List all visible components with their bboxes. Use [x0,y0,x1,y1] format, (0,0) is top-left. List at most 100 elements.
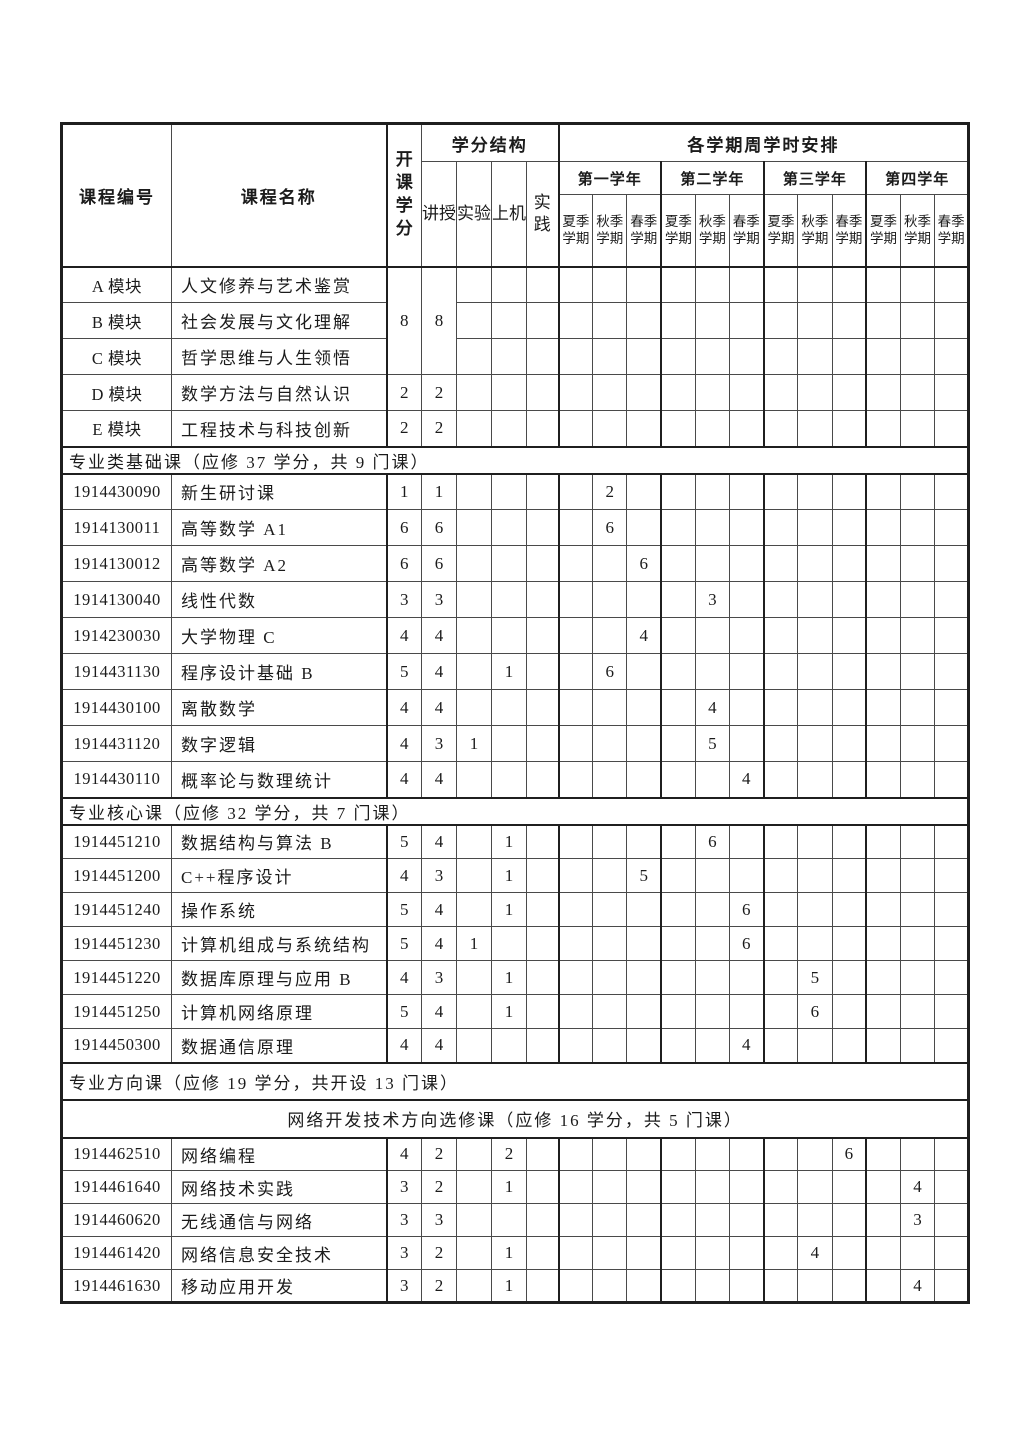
cell-computer-lab [491,302,527,339]
cell-computer-lab [491,473,527,510]
cell-lecture: 4 [421,689,457,726]
table-header: 课程编号 课程名称 开课学分 学分结构 各学期周学时安排 讲授 实验 上机 实践 第一学年 第二学年… [61,123,970,267]
cell-semester-hours [899,410,936,447]
cell-course-code: 1914461420 [61,1236,172,1270]
cell-semester-hours [865,1137,901,1171]
cell-lecture: 6 [421,545,457,582]
cell-course-name: 高等数学 A2 [171,545,387,582]
cell-course-code: 1914430090 [61,473,172,510]
cell-semester-hours [592,892,628,927]
cell-practice [526,1236,559,1270]
cell-semester-hours [797,302,833,339]
cell-course-name: 网络编程 [171,1137,387,1171]
cell-practice [526,509,559,546]
cell-practice [526,653,559,690]
cell-semester-hours [797,1028,833,1063]
cell-semester-hours [626,1236,662,1270]
cell-semester-hours [626,1203,662,1237]
cell-practice [526,761,559,798]
cell-practice [526,1170,559,1204]
cell-lecture: 3 [421,960,457,995]
cell-course-code: B 模块 [61,302,172,339]
cell-computer-lab [491,338,527,375]
cell-semester-hours [557,1203,594,1237]
cell-semester-hours [592,617,628,654]
cell-semester-hours [728,581,765,618]
cell-semester-hours [728,824,765,859]
cell-semester-hours [660,1028,696,1063]
cell-credit: 2 [385,374,422,411]
cell-course-code: D 模块 [61,374,172,411]
course-row: D 模块 数学方法与自然认识 2 2 [61,374,970,411]
cell-lecture: 4 [421,824,457,859]
course-row: A 模块 人文修养与艺术鉴赏 8 8 [61,266,970,375]
header-credit-col-2: 上机 [491,161,527,267]
cell-semester-hours: 5 [797,960,833,995]
cell-semester-hours [934,858,970,893]
cell-course-name: 网络技术实践 [171,1170,387,1204]
section-row: 专业方向课（应修 19 学分，共开设 13 门课） [60,1061,970,1101]
cell-semester-hours [865,302,901,339]
course-row: E 模块 工程技术与科技创新 2 2 [61,410,970,447]
cell-semester-hours [762,266,799,303]
cell-semester-hours [728,1236,765,1270]
cell-semester-hours [831,689,867,726]
cell-semester-hours [762,581,799,618]
cell-semester-hours [557,1236,594,1270]
cell-semester-hours [831,1170,867,1204]
cell-semester-hours [762,725,799,762]
cell-lecture: 1 [421,473,457,510]
cell-semester-hours [728,410,765,447]
cell-semester-hours [694,617,730,654]
cell-semester-hours [899,824,936,859]
cell-semester-hours [831,1028,867,1063]
cell-semester-hours [626,892,662,927]
cell-semester-hours [797,761,833,798]
cell-semester-hours [626,725,662,762]
cell-semester-hours [557,302,594,339]
cell-course-code: 1914462510 [61,1137,172,1171]
cell-practice [526,473,559,510]
cell-semester-hours: 4 [899,1170,936,1204]
cell-semester-hours [934,374,970,411]
section-label: 专业方向课（应修 19 学分，共开设 13 门课） [60,1061,970,1101]
cell-semester-hours [557,545,594,582]
cell-course-code: E 模块 [61,410,172,447]
cell-semester-hours [557,994,594,1029]
cell-semester-hours [557,374,594,411]
cell-semester-hours [797,858,833,893]
cell-semester-hours [934,960,970,995]
header-term: 夏季学期 [557,194,594,267]
cell-semester-hours [660,1203,696,1237]
header-term: 秋季学期 [694,194,730,267]
cell-semester-hours [728,960,765,995]
cell-semester-hours [694,1269,730,1303]
cell-semester-hours [865,266,901,303]
cell-semester-hours [626,653,662,690]
cell-credit: 3 [385,1203,422,1237]
cell-lecture: 4 [421,926,457,961]
cell-course-code: 1914461640 [61,1170,172,1204]
cell-semester-hours [865,824,901,859]
cell-semester-hours [728,653,765,690]
cell-semester-hours [660,824,696,859]
cell-credit: 1 [385,473,422,510]
cell-semester-hours [728,689,765,726]
cell-course-name: 移动应用开发 [171,1269,387,1303]
cell-semester-hours [934,761,970,798]
cell-semester-hours [557,509,594,546]
cell-semester-hours [797,374,833,411]
cell-lecture: 4 [421,1028,457,1063]
cell-experiment [456,858,492,893]
cell-computer-lab [491,761,527,798]
cell-semester-hours [660,1170,696,1204]
course-row: 1914451230 计算机组成与系统结构 5 4 1 6 [61,926,970,961]
cell-semester-hours [660,1236,696,1270]
cell-semester-hours [660,1137,696,1171]
cell-course-name: 数据库原理与应用 B [171,960,387,995]
cell-course-code: 1914450300 [61,1028,172,1063]
cell-credit: 5 [385,653,422,690]
cell-semester-hours [626,1269,662,1303]
cell-semester-hours [831,761,867,798]
cell-course-name: 操作系统 [171,892,387,927]
